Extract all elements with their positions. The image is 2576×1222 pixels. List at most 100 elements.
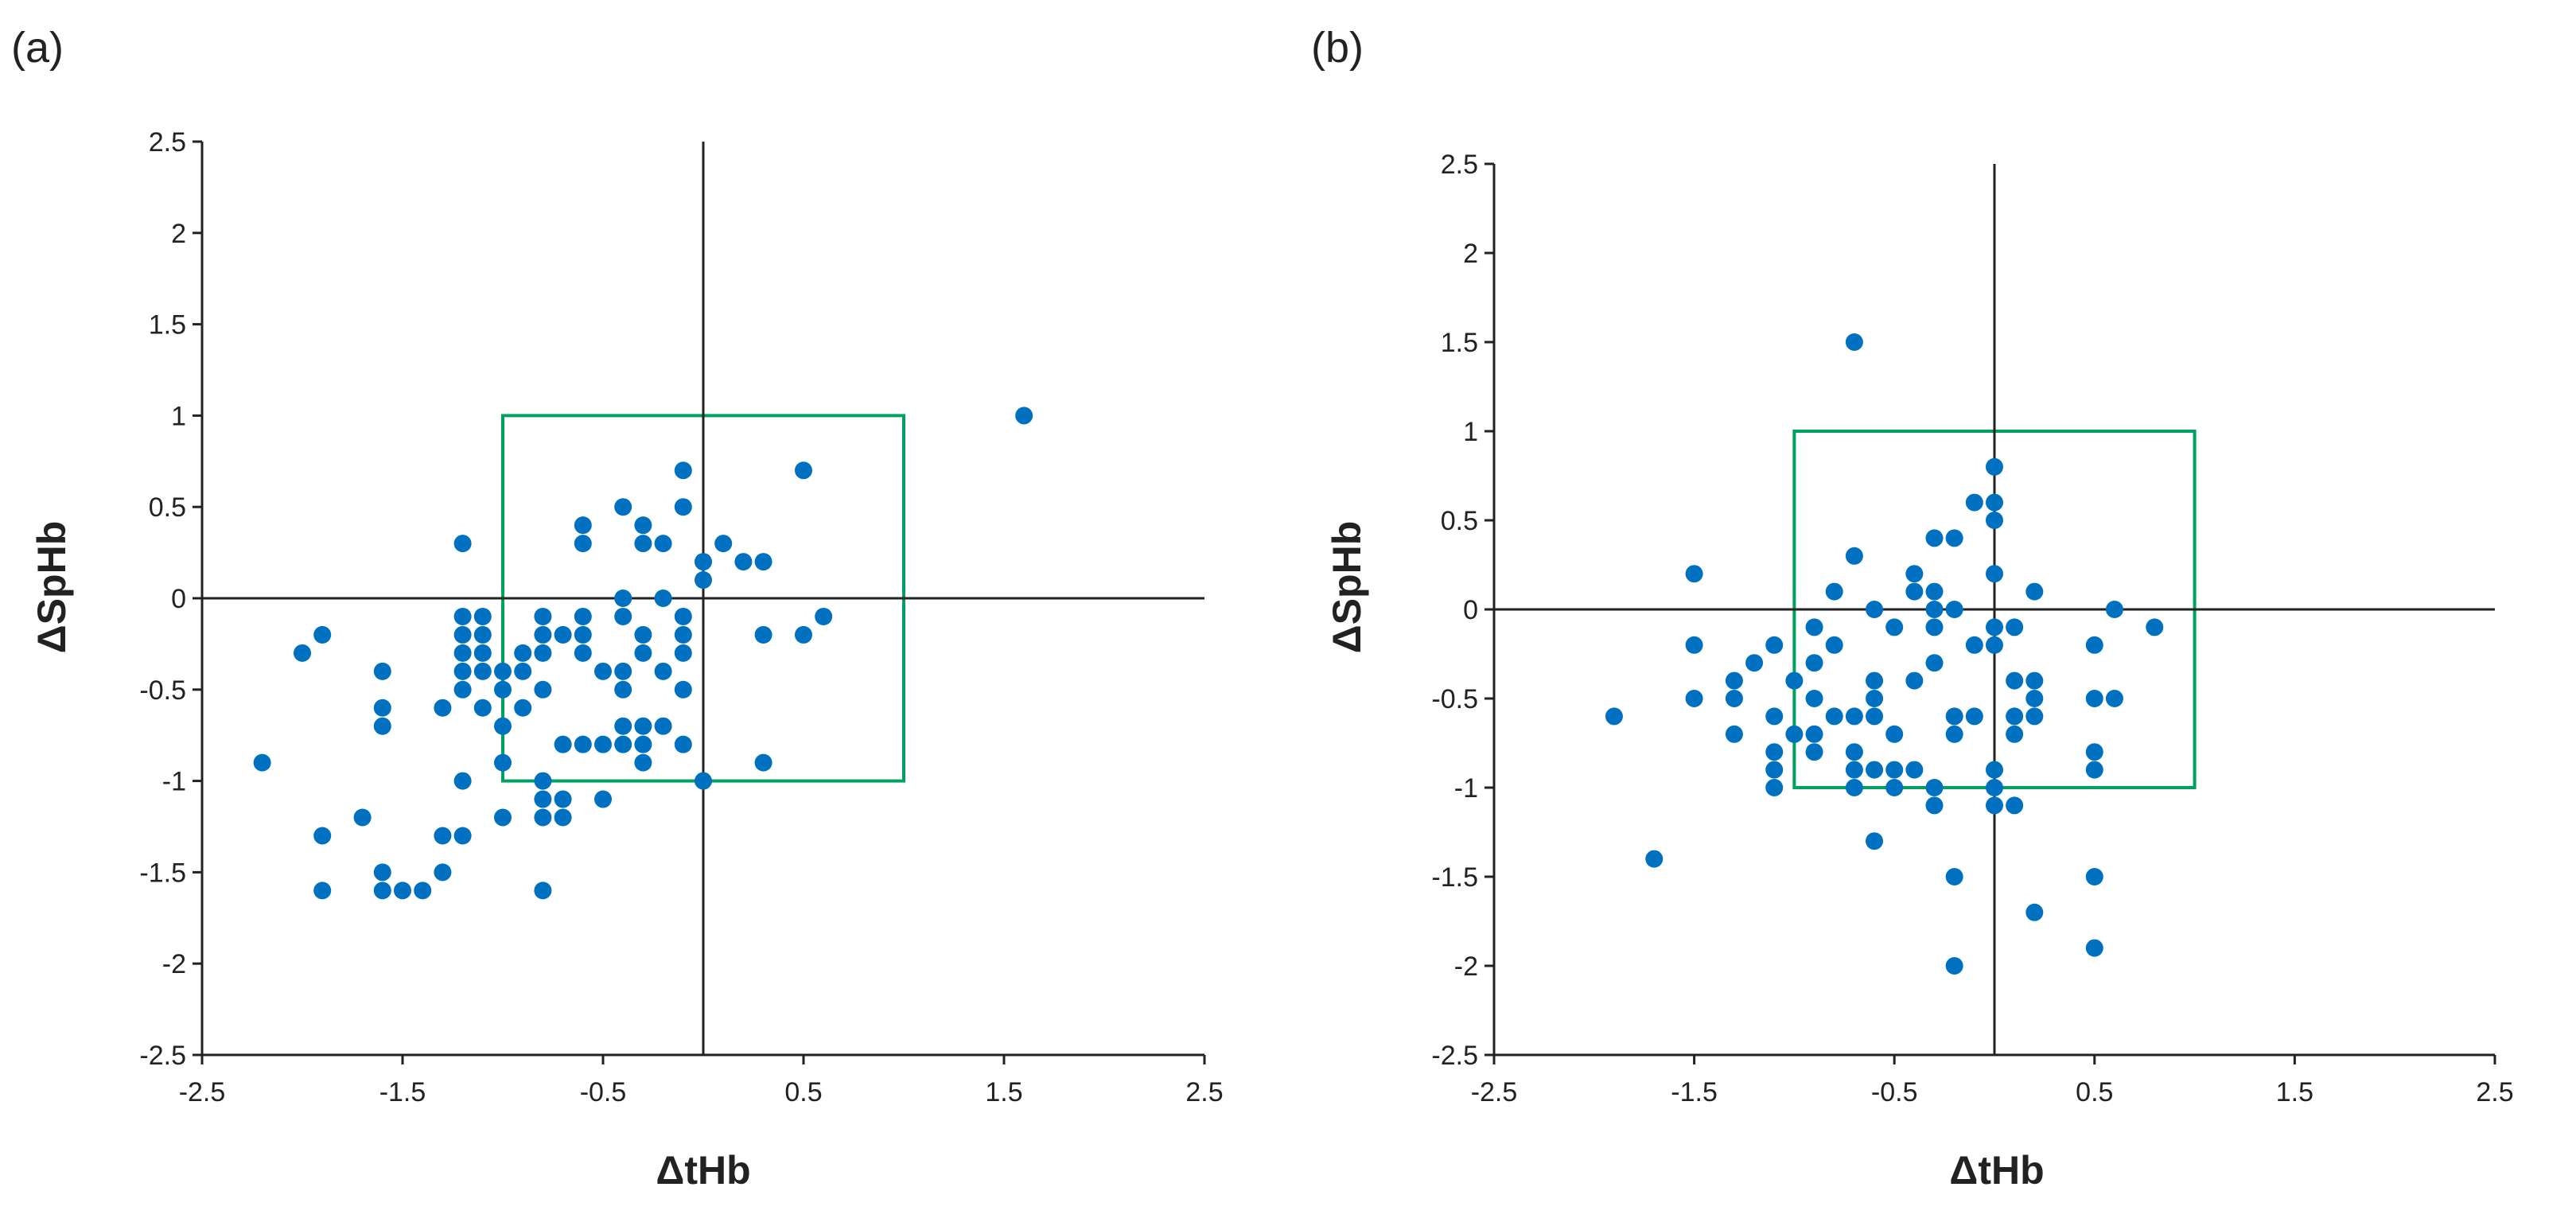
data-point-b xyxy=(1866,601,1884,618)
data-point-b xyxy=(1986,565,2003,583)
data-point-b xyxy=(1605,707,1623,726)
data-point-b xyxy=(1765,743,1784,761)
data-point-a xyxy=(453,662,472,680)
data-point-b xyxy=(1765,761,1784,779)
data-point-a xyxy=(634,644,652,662)
data-point-a xyxy=(494,753,512,772)
y-tick-label-a: 0.5 xyxy=(149,492,186,523)
x-tick-label-a: 0.5 xyxy=(784,1077,822,1107)
data-point-b xyxy=(1805,654,1823,672)
data-point-b xyxy=(1945,957,1963,975)
data-point-b xyxy=(1885,618,1904,636)
data-point-a xyxy=(373,881,391,900)
data-point-a xyxy=(373,662,391,680)
y-tick-label-b: -2.5 xyxy=(1431,1041,1478,1071)
data-point-b xyxy=(1925,582,1944,601)
data-point-b xyxy=(1986,796,2003,815)
data-point-a xyxy=(534,790,552,808)
y-tick-label-b: -1.5 xyxy=(1431,862,1478,893)
data-point-b xyxy=(1905,761,1924,779)
data-point-a xyxy=(634,753,652,772)
x-tick-label-a: 2.5 xyxy=(1185,1077,1223,1107)
data-point-a xyxy=(634,625,652,644)
data-point-b xyxy=(1845,333,1863,351)
x-tick-label-b: -1.5 xyxy=(1671,1077,1718,1107)
data-point-b xyxy=(1825,582,1843,601)
data-point-a xyxy=(574,516,592,535)
data-point-a xyxy=(674,735,692,753)
data-point-a xyxy=(695,772,712,790)
data-point-a xyxy=(494,680,512,699)
data-point-a xyxy=(795,625,812,644)
data-point-a xyxy=(453,827,472,845)
data-point-a xyxy=(414,881,432,900)
data-point-a xyxy=(1015,407,1033,425)
data-point-a xyxy=(654,535,672,553)
data-point-a xyxy=(614,498,632,516)
data-point-b xyxy=(2006,618,2024,636)
data-point-b xyxy=(1986,761,2003,779)
data-point-b xyxy=(1945,707,1963,726)
data-point-b xyxy=(1986,636,2003,654)
data-point-a xyxy=(695,553,712,571)
data-point-a xyxy=(714,535,733,553)
data-point-a xyxy=(594,735,612,753)
y-tick-label-b: 2 xyxy=(1463,239,1478,269)
data-point-a xyxy=(534,625,552,644)
data-point-a xyxy=(754,625,772,644)
data-point-a xyxy=(594,790,612,808)
data-point-a xyxy=(494,717,512,735)
data-point-a xyxy=(554,790,572,808)
data-point-a xyxy=(313,827,332,845)
data-point-a xyxy=(654,717,672,735)
y-axis-title-b: ΔSpHb xyxy=(1325,521,1369,653)
data-point-a xyxy=(614,735,632,753)
data-point-a xyxy=(674,498,692,516)
data-point-b xyxy=(1885,779,1904,796)
data-point-b xyxy=(2006,707,2024,726)
data-point-a xyxy=(634,735,652,753)
data-point-a xyxy=(253,753,271,772)
y-tick-label-b: 0.5 xyxy=(1441,506,1478,536)
data-point-a xyxy=(453,772,472,790)
panel-a: (a) 2.5 2 1.5 1 0.5 0 -0.5 -1 -1.5 -2 -2.5 -2.5 -1.5… xyxy=(11,24,1224,1193)
data-point-a xyxy=(534,680,552,699)
y-tick-label-a: -0.5 xyxy=(139,675,186,706)
data-point-b xyxy=(1685,636,1703,654)
data-point-a xyxy=(795,461,812,480)
data-point-a xyxy=(574,625,592,644)
data-point-a xyxy=(473,644,492,662)
y-tick-label-a: 2 xyxy=(171,219,186,249)
data-point-a xyxy=(514,699,532,717)
data-point-b xyxy=(1785,725,1804,743)
data-point-b xyxy=(1725,690,1743,707)
data-point-b xyxy=(1866,761,1884,779)
data-point-b xyxy=(2105,601,2123,618)
y-tick-label-b: -1 xyxy=(1454,773,1478,804)
data-point-a xyxy=(674,625,692,644)
y-tick-label-a: 1 xyxy=(171,401,186,431)
data-point-b xyxy=(1845,707,1863,726)
data-point-a xyxy=(614,607,632,625)
data-point-a xyxy=(634,535,652,553)
x-tick-label-a: -0.5 xyxy=(580,1077,627,1107)
data-point-a xyxy=(434,863,452,881)
data-point-a xyxy=(574,535,592,553)
data-point-b xyxy=(1805,618,1823,636)
data-point-b xyxy=(2025,707,2044,726)
data-point-b xyxy=(1905,565,1924,583)
y-tick-label-a: 0 xyxy=(171,584,186,614)
data-point-b xyxy=(1925,529,1944,547)
data-point-a xyxy=(674,607,692,625)
x-tick-label-a: -2.5 xyxy=(179,1077,226,1107)
y-tick-label-a: -2 xyxy=(162,949,186,979)
data-point-b xyxy=(1645,850,1664,868)
y-tick-label-b: -2 xyxy=(1454,952,1478,982)
data-point-a xyxy=(313,881,332,900)
y-tick-label-a: -1 xyxy=(162,767,186,797)
data-point-b xyxy=(1965,493,1983,512)
data-point-b xyxy=(1845,743,1863,761)
data-point-a xyxy=(654,590,672,607)
data-point-a xyxy=(534,644,552,662)
